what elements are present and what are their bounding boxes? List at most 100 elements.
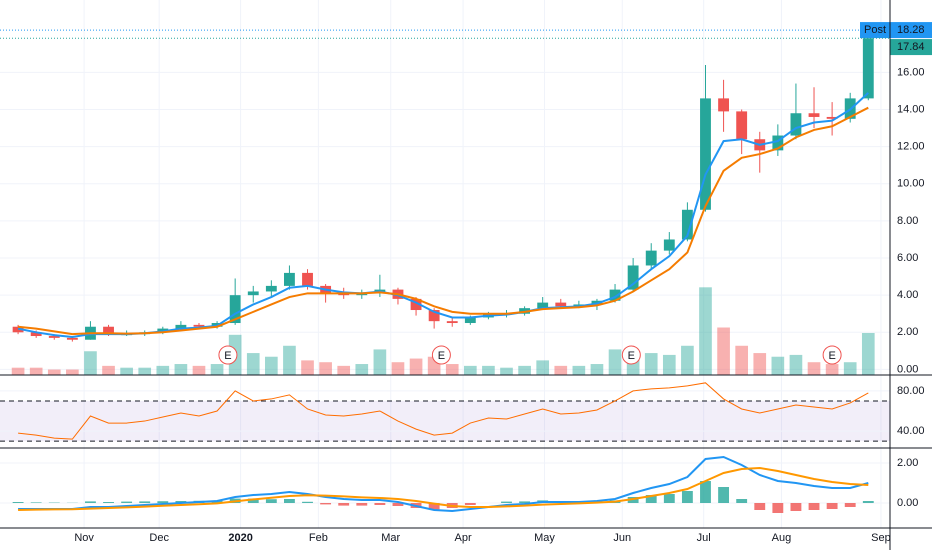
x-tick-label: 2020 [228,532,252,544]
candle-body [428,310,440,322]
volume-bar [319,362,332,375]
y-tick-label: 2.00 [897,457,918,469]
histogram-bar [392,503,404,506]
volume-bar [355,364,369,375]
histogram-bar [428,503,440,510]
volume-bar [120,367,133,375]
volume-bar [445,364,459,375]
price-badge-label: 17.84 [897,41,925,53]
candle-body [410,298,422,311]
candle-body [30,332,42,337]
volume-bar [84,351,97,375]
x-tick-label: Sep [871,532,891,544]
y-tick-label: 12.00 [897,141,925,153]
histogram-bar [302,501,313,503]
volume-bar [138,367,152,375]
x-tick-label: Aug [772,532,792,544]
candle-body [229,295,241,324]
y-tick-label: 40.00 [897,425,925,437]
y-tick-label: 8.00 [897,215,918,227]
histogram-bar [519,501,531,503]
candle-body [663,239,675,251]
histogram-bar [501,501,512,503]
volume-bar [482,365,495,375]
x-tick-label: Apr [455,532,472,544]
candle-body [103,326,114,335]
histogram-bar [121,501,133,503]
histogram-bar [736,499,748,503]
volume-bar [843,362,857,375]
histogram-bar [826,503,838,509]
volume-bar [699,287,712,375]
y-tick-label: 16.00 [897,66,925,78]
candle-body [826,116,838,119]
earnings-marker [621,345,641,365]
volume-bar [174,364,188,375]
candle-body [700,98,711,210]
x-tick-label: May [534,532,555,544]
volume-bar [301,360,314,375]
volume-bar [536,360,550,375]
earnings-label: E [828,350,835,362]
histogram-bar [265,499,277,503]
price-name-badge [860,22,890,39]
volume-bar [807,362,821,375]
volume-bar [771,356,785,375]
histogram-bar [681,491,693,503]
earnings-label: E [628,350,635,362]
volume-bar [11,367,25,375]
candle-body [302,272,313,286]
histogram-bar [663,494,675,503]
earnings-marker [822,345,842,365]
volume-bar [47,369,61,375]
volume-bar [681,345,694,375]
candle-body [862,38,874,99]
volume-bar [463,365,477,375]
volume-bar [572,365,586,375]
volume-bar [789,354,803,375]
histogram-bar [85,501,96,503]
candle-body [627,265,639,290]
volume-bar [210,364,224,375]
histogram-bar [700,481,711,503]
volume-bar [753,353,767,375]
histogram-bar [139,501,151,503]
candle-body [284,272,295,286]
earnings-marker [431,345,451,365]
candle-body [790,113,802,136]
volume-bar [409,358,423,375]
candle-body [555,302,567,307]
volume-bar [192,365,206,375]
earnings-label: E [438,350,445,362]
volume-bar [29,367,43,375]
histogram-bar [12,502,24,503]
histogram-bar [157,501,169,503]
volume-bar [735,345,748,375]
moving-average [17,106,869,336]
candle-body [772,135,784,151]
histogram-bar [464,503,476,505]
candle-body [681,209,693,240]
histogram-bar [356,503,368,506]
candle-body [718,98,730,112]
price-name: Post [864,24,886,36]
candle-body [265,285,277,292]
volume-bar [391,362,405,375]
volume-bar [608,349,622,375]
rsi-band [0,400,890,442]
histogram-bar [772,503,784,513]
x-tick-label: Mar [381,532,400,544]
earnings-marker [218,345,238,365]
volume-bar [662,354,676,375]
macd-line [18,466,869,511]
histogram-bar [338,503,350,506]
earnings-label: E [224,350,231,362]
volume-bar [156,365,170,375]
y-tick-label: 80.00 [897,385,925,397]
x-tick-label: Nov [74,532,94,544]
histogram-bar [374,503,386,505]
volume-bar [500,367,513,375]
volume-bar [373,349,387,375]
y-tick-label: 10.00 [897,178,925,190]
